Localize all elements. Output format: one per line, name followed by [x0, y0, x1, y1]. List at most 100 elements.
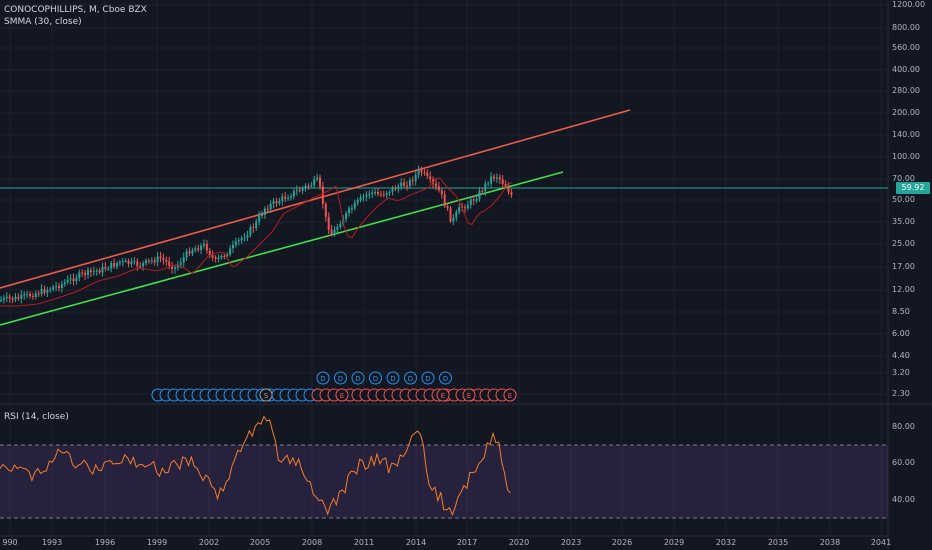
time-tick-label: 2041 [870, 538, 892, 547]
price-tick-label: 70.00 [892, 174, 915, 183]
candle-body [20, 294, 23, 299]
time-tick-label: 2038 [819, 538, 841, 547]
candle-body [356, 200, 359, 203]
split-marker-letter: S [264, 392, 269, 400]
price-tick-label: 8.50 [892, 307, 910, 316]
candle-body [156, 256, 159, 263]
candle-body [11, 298, 14, 300]
candle-body [319, 177, 321, 187]
earnings-marker [462, 388, 476, 402]
candle-body [501, 179, 504, 184]
candle-body [266, 208, 269, 210]
candle-body [200, 245, 203, 251]
time-tick-label: 2032 [715, 538, 737, 547]
candle-body [475, 198, 478, 201]
candle-body [60, 284, 63, 289]
candle-body [104, 266, 107, 269]
candle-body [29, 294, 31, 297]
candle-body [339, 224, 342, 228]
candle-body [78, 272, 81, 279]
candle-body [23, 294, 26, 296]
candle-body [188, 251, 191, 254]
candle-body [321, 186, 324, 204]
rsi-legend[interactable]: RSI (14, close) [4, 412, 69, 422]
candle-body [0, 299, 2, 301]
candle-body [127, 260, 130, 265]
candle-body [89, 270, 92, 272]
price-tick-label: 6.00 [892, 329, 910, 338]
rsi-tick-label: 60.00 [892, 458, 915, 467]
candle-body [330, 229, 333, 235]
price-tick-label: 800.00 [892, 23, 920, 32]
dividend-marker-letter: D [373, 375, 378, 383]
time-tick-label: 1993 [41, 538, 63, 547]
candle-body [353, 202, 356, 209]
candle-body [295, 190, 298, 192]
candle-body [345, 213, 348, 220]
candle-body [252, 227, 255, 229]
candle-body [87, 270, 89, 276]
candle-body [136, 261, 139, 267]
candle-body [423, 172, 426, 174]
candle-body [223, 255, 226, 257]
smma-legend[interactable]: SMMA (30, close) [4, 17, 82, 27]
candle-body [443, 194, 446, 206]
rsi-tick-label: 80.00 [892, 422, 915, 431]
candle-body [379, 194, 382, 196]
candle-body [452, 217, 455, 222]
symbol-title[interactable]: CONOCOPHILLIPS, M, Cboe BZX [4, 5, 147, 15]
earnings-marker-letter: E [340, 392, 344, 400]
time-tick-label: 990 [2, 538, 18, 547]
candle-body [197, 248, 200, 251]
candle-body [66, 279, 69, 283]
candle-body [391, 187, 394, 193]
candle-body [437, 186, 440, 191]
candle-body [408, 180, 411, 186]
earnings-marker [503, 388, 517, 402]
rsi-line [0, 415, 511, 517]
candle-body [5, 296, 8, 299]
candle-body [495, 177, 498, 179]
candle-body [374, 192, 377, 194]
candle-body [229, 248, 232, 255]
candle-body [75, 278, 78, 282]
candle-body [84, 272, 87, 276]
time-tick-label: 2023 [560, 538, 582, 547]
time-tick-label: 2005 [249, 538, 271, 547]
candle-body [469, 199, 472, 206]
candle-body [237, 240, 240, 242]
candle-body [490, 176, 493, 184]
candle-body [510, 192, 513, 195]
time-tick-label: 2011 [353, 538, 375, 547]
candle-body [176, 264, 179, 268]
dividend-marker-letter: D [338, 375, 343, 383]
candle-body [171, 265, 174, 270]
candle-body [142, 263, 145, 267]
candle-body [52, 287, 55, 290]
candle-body [81, 272, 84, 274]
candle-body [307, 185, 310, 187]
candle-body [174, 267, 176, 270]
candle-body [435, 183, 437, 187]
candle-body [139, 266, 142, 268]
rsi-band [0, 445, 888, 518]
dividend-marker [334, 371, 347, 385]
candle-body [397, 186, 400, 190]
price-tick-label: 400.00 [892, 65, 920, 74]
current-price-tag: 59.92 [896, 182, 930, 194]
candle-body [487, 183, 490, 185]
dividend-marker [316, 371, 330, 385]
candle-body [203, 243, 205, 246]
candle-body [272, 201, 275, 204]
candle-body [466, 205, 469, 209]
earnings-marker [436, 388, 450, 402]
candle-body [385, 193, 388, 195]
smma-line [0, 177, 513, 307]
candle-body [417, 169, 420, 175]
candle-body [226, 254, 229, 257]
candle-body [348, 208, 350, 214]
candle-body [484, 183, 487, 192]
candle-body [43, 288, 46, 293]
candle-body [121, 260, 124, 262]
